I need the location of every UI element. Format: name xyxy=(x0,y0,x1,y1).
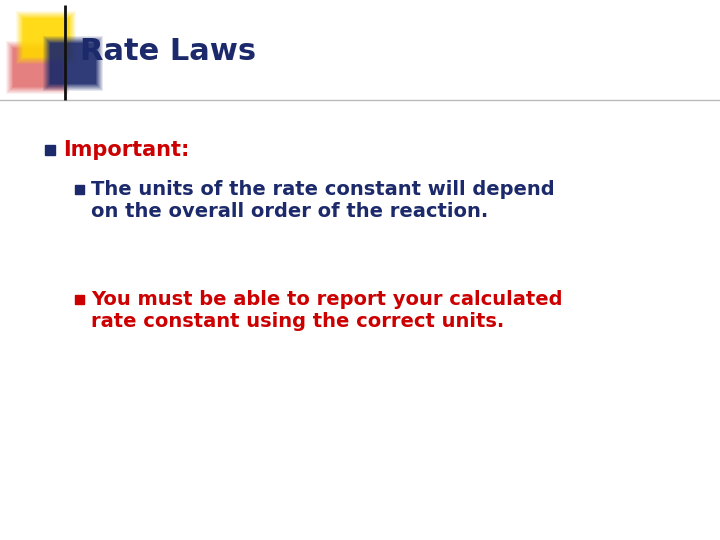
Text: Important:: Important: xyxy=(63,140,189,160)
Bar xyxy=(75,295,84,304)
Bar xyxy=(45,145,55,155)
Text: Rate Laws: Rate Laws xyxy=(80,37,256,66)
Text: The units of the rate constant will depend: The units of the rate constant will depe… xyxy=(91,180,554,199)
Bar xyxy=(75,185,84,194)
Text: rate constant using the correct units.: rate constant using the correct units. xyxy=(91,312,504,331)
Text: You must be able to report your calculated: You must be able to report your calculat… xyxy=(91,290,562,309)
Text: on the overall order of the reaction.: on the overall order of the reaction. xyxy=(91,202,488,221)
